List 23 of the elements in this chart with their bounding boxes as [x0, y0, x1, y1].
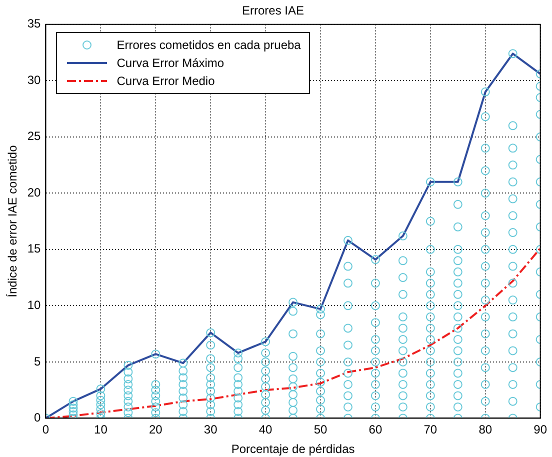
y-tick-label: 25 [27, 129, 42, 144]
x-tick-label: 50 [314, 422, 328, 437]
x-tick-label: 80 [478, 422, 492, 437]
legend-label: Errores cometidos en cada prueba [116, 37, 301, 54]
x-tick-label: 20 [148, 422, 163, 437]
y-tick-label: 30 [27, 72, 42, 87]
x-tick-label: 70 [424, 422, 438, 437]
x-axis-title: Porcentaje de pérdidas [231, 442, 355, 456]
y-tick-label: 20 [27, 185, 42, 200]
legend-label: Curva Error Medio [116, 73, 215, 90]
y-tick-label: 15 [27, 242, 42, 256]
x-tick-label: 60 [368, 422, 382, 437]
x-tick-label: 90 [534, 422, 548, 437]
y-tick-label: 35 [27, 16, 42, 31]
y-tick-label: 0 [34, 410, 42, 425]
y-tick-label: 10 [27, 298, 42, 312]
x-tick-label: 30 [204, 422, 218, 437]
x-tick-label: 40 [258, 422, 273, 437]
x-tick-label: 10 [94, 422, 108, 437]
chart-title: Errores IAE [242, 4, 304, 18]
y-tick-label: 5 [34, 354, 42, 368]
y-axis-title: Índice de error IAE cometido [6, 144, 20, 298]
legend-label: Curva Error Máximo [116, 55, 224, 72]
